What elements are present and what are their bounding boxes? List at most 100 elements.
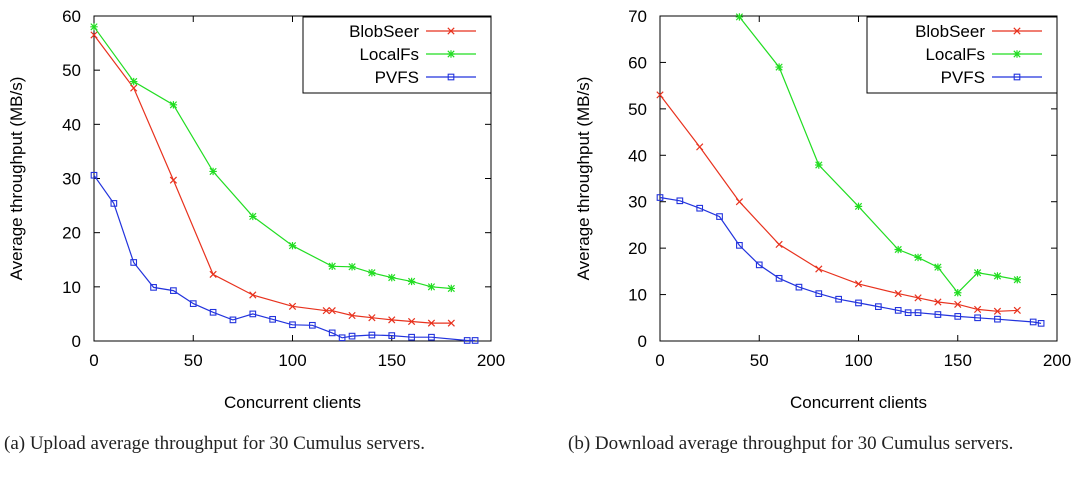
legend-marker (447, 50, 455, 58)
data-point (229, 316, 237, 324)
data-point (90, 23, 98, 31)
data-point (110, 200, 118, 207)
legend-box (302, 16, 492, 94)
data-point (338, 334, 346, 342)
legend-marker (1013, 50, 1021, 58)
x-tick-label: 50 (184, 351, 203, 370)
data-point (696, 143, 704, 151)
x-tick-label: 100 (844, 351, 872, 370)
data-point (914, 294, 922, 302)
data-point (428, 333, 435, 341)
y-tick-label: 10 (628, 286, 647, 305)
series-line (93, 34, 452, 324)
data-point (328, 329, 336, 337)
series-line (659, 196, 1042, 324)
data-point (269, 315, 277, 323)
data-point (994, 315, 1001, 323)
data-point (368, 331, 376, 339)
data-point (855, 299, 862, 307)
data-point (169, 101, 178, 109)
y-tick-label: 60 (62, 7, 81, 26)
x-axis-label: Concurrent clients (790, 393, 927, 412)
series-pvfs (656, 194, 1045, 327)
data-point (894, 290, 902, 298)
data-point (368, 269, 376, 277)
data-point (775, 63, 783, 71)
data-point (249, 212, 257, 221)
y-tick-label: 20 (628, 239, 647, 258)
data-point (775, 240, 783, 249)
y-axis-label: Average throughput (MB/s) (574, 77, 593, 281)
y-tick-label: 20 (62, 224, 81, 243)
data-point (973, 269, 982, 277)
data-point (735, 13, 744, 21)
data-point (209, 308, 217, 316)
data-point (775, 274, 783, 282)
legend-marker (1013, 27, 1021, 35)
data-point (854, 202, 863, 211)
data-point (170, 287, 177, 294)
data-point (894, 245, 902, 254)
data-point (328, 262, 336, 270)
data-point (189, 300, 197, 307)
data-point (914, 309, 922, 317)
data-point (815, 265, 823, 273)
data-point (854, 280, 863, 288)
data-point (736, 242, 743, 249)
y-tick-label: 0 (72, 332, 81, 351)
data-point (973, 305, 982, 314)
data-point (1013, 276, 1021, 284)
y-axis-label: Average throughput (MB/s) (7, 77, 26, 281)
data-point (656, 91, 664, 99)
data-point (914, 253, 922, 262)
data-point (130, 84, 138, 92)
x-axis-label: Concurrent clients (224, 393, 361, 412)
data-point (463, 337, 471, 344)
data-point (974, 314, 981, 322)
data-point (289, 321, 296, 329)
upload-throughput-chart: 0 10 20 30 40 50 60 0 50 100 150 200 Concurrent clie… (7, 7, 505, 412)
y-tick-label: 50 (628, 100, 647, 119)
data-point (130, 259, 138, 266)
x-tick-label: 150 (944, 351, 972, 370)
data-point (90, 31, 98, 39)
chart-a-caption: (a) Upload average throughput for 30 Cum… (4, 433, 426, 454)
data-point (209, 167, 217, 176)
legend-marker (447, 73, 455, 81)
data-point (150, 284, 157, 291)
series-localfs (90, 23, 455, 293)
data-point (934, 311, 942, 318)
data-point (815, 290, 823, 297)
y-tick-label: 70 (628, 7, 647, 26)
data-point (249, 310, 257, 318)
y-tick-label: 30 (628, 193, 647, 212)
data-point (408, 333, 415, 341)
y-tick-label: 10 (62, 278, 81, 297)
data-point (716, 213, 723, 220)
series-localfs (735, 13, 1021, 297)
data-point (328, 307, 336, 315)
data-point (954, 289, 962, 297)
data-point (209, 270, 217, 278)
data-point (427, 319, 436, 327)
data-point (368, 314, 376, 322)
data-point (954, 300, 962, 308)
data-point (447, 319, 455, 327)
data-point (388, 332, 396, 339)
data-point (934, 263, 942, 271)
data-point (656, 194, 664, 201)
data-point (934, 298, 942, 306)
data-point (954, 313, 962, 320)
data-point (90, 171, 98, 179)
data-point (755, 261, 763, 269)
legend-label: BlobSeer (349, 22, 419, 41)
data-point (288, 302, 297, 310)
x-tick-label: 50 (750, 351, 769, 370)
data-point (348, 311, 356, 320)
chart-b-caption: (b) Download average throughput for 30 C… (568, 433, 1014, 454)
x-tick-label: 0 (655, 351, 664, 370)
legend-marker (1013, 73, 1021, 81)
data-point (388, 316, 396, 324)
legend-label: BlobSeer (915, 22, 985, 41)
